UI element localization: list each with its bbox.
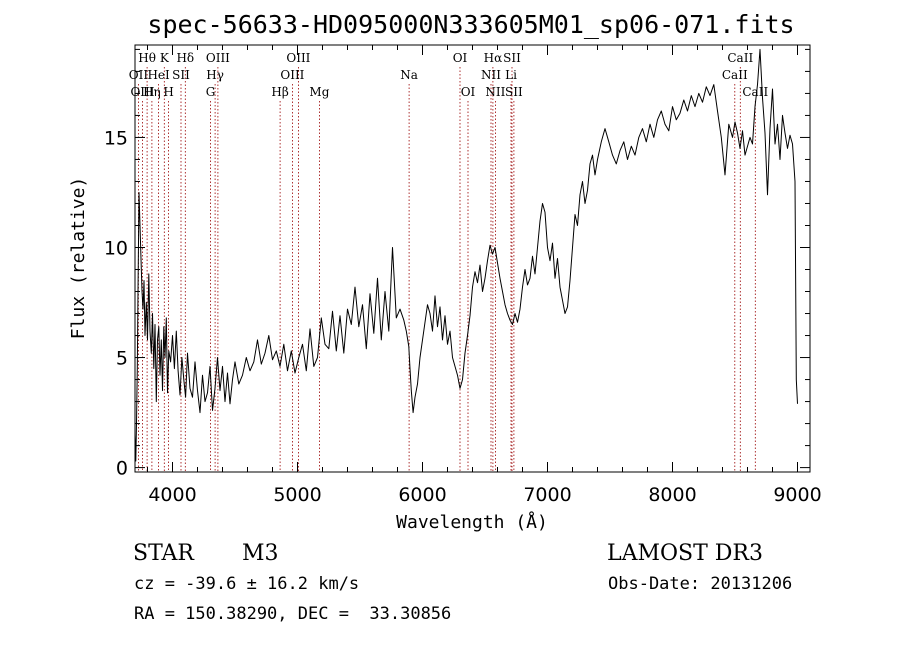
line-label-18: OI xyxy=(461,85,476,99)
line-label-1: OIII xyxy=(130,85,154,99)
line-label-20: Hα xyxy=(484,51,503,65)
plot-frame xyxy=(134,44,811,473)
x-tick-label-4000: 4000 xyxy=(148,484,196,506)
line-label-24: SII xyxy=(505,85,523,99)
line-label-5: K xyxy=(160,51,170,65)
spectral-line-markers xyxy=(137,67,756,472)
chart-title: spec-56633-HD095000N333605M01_sp06-071.f… xyxy=(147,10,794,39)
line-label-19: NII xyxy=(481,68,501,82)
line-label-7: SII xyxy=(172,68,190,82)
line-label-21: NII xyxy=(485,85,505,99)
object-subclass: M3 xyxy=(242,541,279,566)
line-label-10: Hγ xyxy=(206,68,224,82)
line-label-22: Li xyxy=(505,68,517,82)
spectral-line-labels: OII OIII Hθ Hη HeI K H SII Hδ G Hγ OIII Hβ OIII OIII Mg… xyxy=(129,51,769,99)
line-label-26: CaII xyxy=(727,51,753,65)
x-tick-label-5000: 5000 xyxy=(273,484,321,506)
line-label-4: HeI xyxy=(147,68,170,82)
line-label-27: CaII xyxy=(742,85,768,99)
line-label-8: Hδ xyxy=(176,51,194,65)
survey-name: LAMOST DR3 xyxy=(607,541,763,566)
line-label-12: Hβ xyxy=(271,85,288,99)
y-tick-label-10: 10 xyxy=(104,237,128,259)
line-label-23: SII xyxy=(503,51,521,65)
x-tick-label-7000: 7000 xyxy=(523,484,571,506)
line-label-6: H xyxy=(163,85,173,99)
line-label-14: OIII xyxy=(286,51,310,65)
line-label-9: G xyxy=(206,85,216,99)
x-tick-label-9000: 9000 xyxy=(773,484,821,506)
line-label-0: OII xyxy=(129,68,149,82)
observation-date: Obs-Date: 20131206 xyxy=(608,574,792,594)
y-tick-label-5: 5 xyxy=(116,348,128,370)
x-axis-label: Wavelength (Å) xyxy=(396,511,548,533)
spectrum-line xyxy=(134,48,798,462)
y-tick-label-15: 15 xyxy=(104,127,128,149)
line-label-16: Na xyxy=(400,68,418,82)
line-label-2: Hθ xyxy=(138,51,156,65)
object-class: STAR xyxy=(133,541,195,566)
line-label-3: Hη xyxy=(143,85,161,99)
x-tick-label-6000: 6000 xyxy=(398,484,446,506)
line-label-15: Mg xyxy=(309,85,329,99)
y-axis-ticks: 0 5 10 15 xyxy=(104,48,810,480)
line-label-13: OIII xyxy=(280,68,304,82)
coordinates: RA = 150.38290, DEC = 33.30856 xyxy=(134,604,451,624)
y-axis-label: Flux (relative) xyxy=(68,177,89,340)
y-tick-label-0: 0 xyxy=(116,458,128,480)
x-axis-ticks: 4000 5000 6000 7000 8000 9000 xyxy=(147,45,822,506)
line-label-11: OIII xyxy=(206,51,230,65)
line-label-17: OI xyxy=(453,51,468,65)
x-tick-label-8000: 8000 xyxy=(648,484,696,506)
redshift-velocity: cz = -39.6 ± 16.2 km/s xyxy=(134,574,359,594)
line-label-25: CaII xyxy=(722,68,748,82)
